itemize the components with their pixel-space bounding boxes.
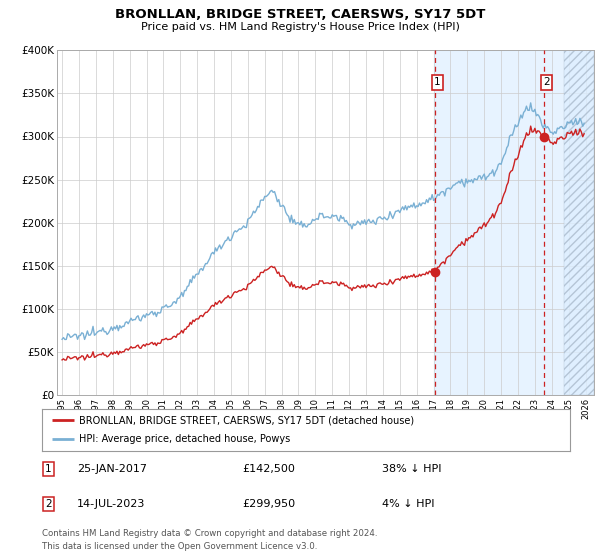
- Text: Contains HM Land Registry data © Crown copyright and database right 2024.: Contains HM Land Registry data © Crown c…: [42, 529, 377, 538]
- Text: HPI: Average price, detached house, Powys: HPI: Average price, detached house, Powy…: [79, 435, 290, 445]
- Text: 1: 1: [434, 77, 441, 87]
- Text: 38% ↓ HPI: 38% ↓ HPI: [382, 464, 442, 474]
- Text: 4% ↓ HPI: 4% ↓ HPI: [382, 499, 434, 509]
- Text: Price paid vs. HM Land Registry's House Price Index (HPI): Price paid vs. HM Land Registry's House …: [140, 22, 460, 32]
- Text: 2: 2: [543, 77, 550, 87]
- Bar: [565, 50, 594, 395]
- Text: 2: 2: [45, 499, 52, 509]
- Text: BRONLLAN, BRIDGE STREET, CAERSWS, SY17 5DT: BRONLLAN, BRIDGE STREET, CAERSWS, SY17 5…: [115, 8, 485, 21]
- Text: 25-JAN-2017: 25-JAN-2017: [77, 464, 147, 474]
- Text: 1: 1: [45, 464, 52, 474]
- Text: BRONLLAN, BRIDGE STREET, CAERSWS, SY17 5DT (detached house): BRONLLAN, BRIDGE STREET, CAERSWS, SY17 5…: [79, 415, 414, 425]
- Bar: [434, 50, 594, 395]
- Text: This data is licensed under the Open Government Licence v3.0.: This data is licensed under the Open Gov…: [42, 542, 317, 551]
- Text: 14-JUL-2023: 14-JUL-2023: [77, 499, 145, 509]
- Text: £299,950: £299,950: [242, 499, 295, 509]
- Text: £142,500: £142,500: [242, 464, 295, 474]
